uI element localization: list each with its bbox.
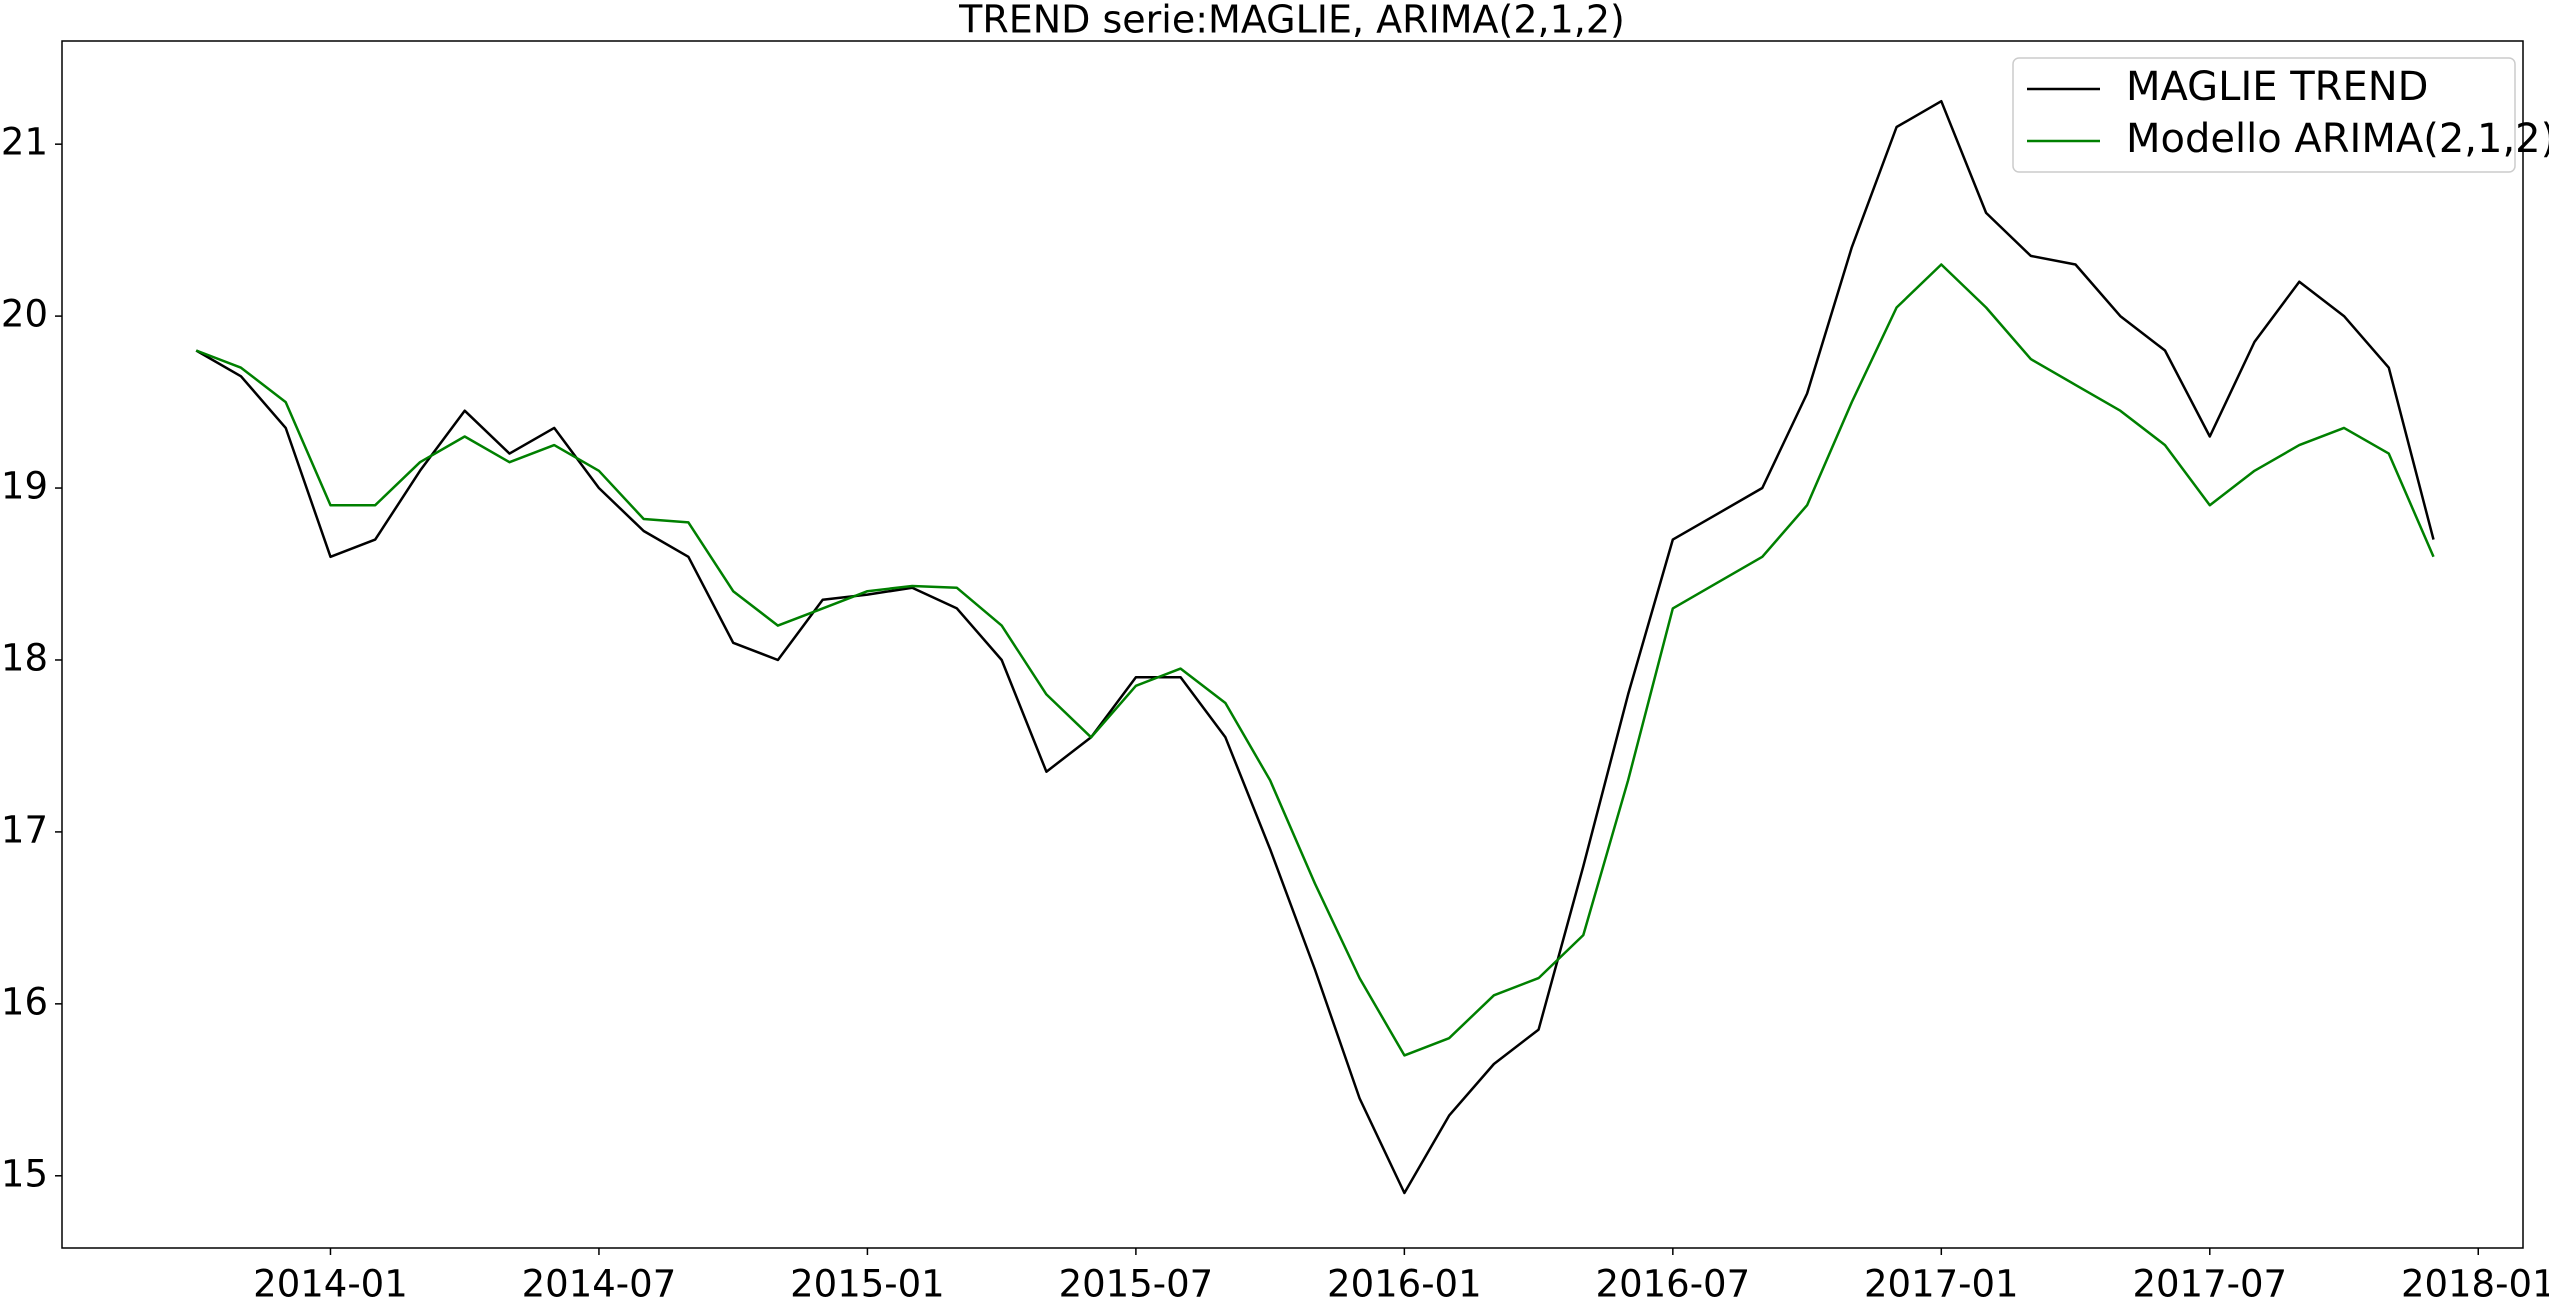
- legend-label: Modello ARIMA(2,1,2): [2126, 116, 2549, 162]
- x-tick-label: 2015-07: [1059, 1263, 1214, 1299]
- y-tick-label: 19: [1, 465, 48, 508]
- x-tick-label: 2016-07: [1596, 1263, 1751, 1299]
- y-tick-label: 20: [1, 293, 48, 336]
- legend: MAGLIE TREND Modello ARIMA(2,1,2): [2012, 57, 2549, 173]
- legend-box: [2012, 57, 2516, 173]
- x-tick-label: 2016-01: [1327, 1263, 1482, 1299]
- chart-title: TREND serie:MAGLIE, ARIMA(2,1,2): [958, 0, 1625, 42]
- plot-frame: [61, 40, 2524, 1249]
- y-tick-label: 17: [1, 808, 48, 851]
- y-tick-label: 16: [1, 980, 48, 1023]
- x-tick-label: 2014-07: [522, 1263, 677, 1299]
- y-tick-label: 21: [1, 121, 48, 164]
- y-tick-label: 18: [1, 636, 48, 679]
- x-tick-label: 2018-01: [2401, 1263, 2549, 1299]
- x-tick-label: 2015-01: [790, 1263, 945, 1299]
- x-tick-label: 2017-01: [1864, 1263, 2019, 1299]
- legend-label: MAGLIE TREND: [2126, 64, 2428, 110]
- series-line: [195, 99, 2435, 1195]
- x-tick-label: 2014-01: [253, 1263, 408, 1299]
- series-line: [195, 263, 2435, 1057]
- y-tick-label: 15: [1, 1152, 48, 1195]
- x-tick-label: 2017-07: [2132, 1263, 2287, 1299]
